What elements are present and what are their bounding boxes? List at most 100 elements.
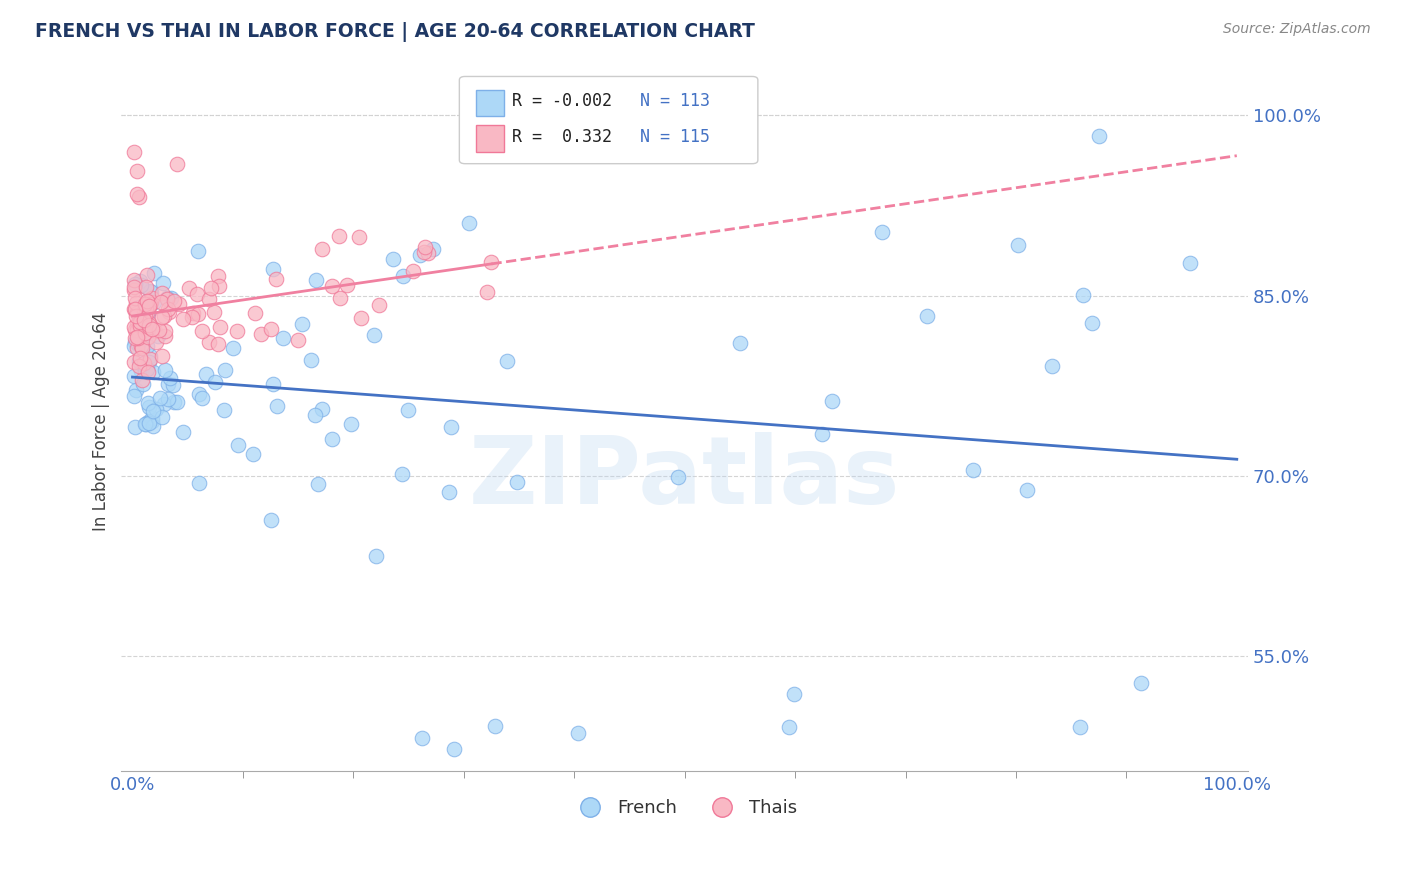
Point bbox=[134, 417, 156, 431]
Point bbox=[138, 320, 160, 334]
Point bbox=[134, 313, 156, 327]
Point bbox=[125, 309, 148, 323]
Point bbox=[129, 318, 152, 332]
Point bbox=[141, 414, 163, 428]
Point bbox=[264, 271, 287, 285]
Point bbox=[260, 322, 283, 336]
Point bbox=[129, 339, 152, 353]
Point bbox=[166, 157, 188, 171]
Point bbox=[132, 312, 155, 326]
Point bbox=[222, 341, 245, 355]
Point bbox=[271, 330, 294, 344]
Point bbox=[136, 396, 159, 410]
Point bbox=[145, 334, 167, 349]
Point bbox=[207, 337, 229, 351]
Point bbox=[666, 470, 689, 484]
Point bbox=[163, 395, 186, 409]
Point bbox=[134, 316, 156, 330]
Point bbox=[159, 371, 181, 385]
Point bbox=[124, 273, 146, 287]
Point bbox=[138, 301, 160, 315]
Point bbox=[124, 339, 146, 353]
Point bbox=[1178, 256, 1201, 270]
Point bbox=[139, 349, 162, 363]
Point bbox=[810, 427, 832, 442]
Point bbox=[136, 361, 159, 376]
Point bbox=[198, 292, 221, 306]
Point bbox=[475, 285, 498, 299]
Point bbox=[381, 252, 404, 267]
Point bbox=[311, 401, 333, 416]
Point bbox=[142, 294, 165, 309]
Point bbox=[134, 314, 156, 328]
Legend: French, Thais: French, Thais bbox=[565, 792, 804, 824]
Point bbox=[131, 341, 153, 355]
Point bbox=[443, 742, 465, 756]
Point bbox=[135, 280, 157, 294]
Point bbox=[122, 319, 145, 334]
Point bbox=[152, 276, 174, 290]
Point bbox=[1087, 128, 1109, 143]
Point bbox=[128, 315, 150, 329]
Point bbox=[127, 164, 149, 178]
Point bbox=[437, 485, 460, 500]
Point bbox=[125, 187, 148, 202]
Point bbox=[418, 246, 440, 260]
Point bbox=[127, 331, 149, 345]
Point bbox=[153, 324, 176, 338]
Point bbox=[187, 387, 209, 401]
Point bbox=[391, 467, 413, 482]
Point bbox=[1071, 288, 1094, 302]
Point bbox=[124, 419, 146, 434]
Point bbox=[122, 280, 145, 294]
Point bbox=[128, 190, 150, 204]
Point bbox=[291, 317, 314, 331]
Point bbox=[125, 323, 148, 337]
Point bbox=[440, 420, 463, 434]
Point bbox=[142, 419, 165, 434]
Point bbox=[139, 351, 162, 366]
Point bbox=[124, 334, 146, 349]
Point bbox=[129, 318, 152, 333]
Point bbox=[391, 268, 413, 283]
Point bbox=[190, 324, 212, 338]
Point bbox=[336, 278, 359, 293]
Point bbox=[172, 425, 194, 439]
Point bbox=[506, 475, 529, 490]
Point bbox=[163, 293, 186, 308]
Point bbox=[138, 355, 160, 369]
Point bbox=[125, 341, 148, 355]
Point bbox=[152, 310, 174, 324]
Point bbox=[156, 292, 179, 306]
Point bbox=[402, 264, 425, 278]
Point bbox=[136, 330, 159, 344]
Point bbox=[484, 719, 506, 733]
Point bbox=[159, 291, 181, 305]
Point bbox=[128, 359, 150, 374]
FancyBboxPatch shape bbox=[477, 90, 505, 116]
Point bbox=[1007, 238, 1029, 252]
Point bbox=[368, 298, 391, 312]
Point bbox=[172, 312, 194, 326]
Text: R =  0.332: R = 0.332 bbox=[512, 128, 612, 146]
Point bbox=[132, 377, 155, 392]
Point bbox=[138, 318, 160, 332]
Point bbox=[134, 309, 156, 323]
Point bbox=[142, 404, 165, 418]
Point bbox=[262, 261, 284, 276]
Point bbox=[321, 278, 343, 293]
Text: Source: ZipAtlas.com: Source: ZipAtlas.com bbox=[1223, 22, 1371, 37]
Point bbox=[783, 687, 806, 701]
Text: ZIPatlas: ZIPatlas bbox=[470, 432, 900, 524]
Point bbox=[122, 145, 145, 159]
Point bbox=[156, 392, 179, 407]
Point bbox=[145, 402, 167, 417]
Point bbox=[136, 295, 159, 310]
Point bbox=[129, 364, 152, 378]
Point bbox=[131, 278, 153, 293]
Point bbox=[138, 316, 160, 330]
Point bbox=[135, 322, 157, 336]
Point bbox=[156, 301, 179, 316]
Point bbox=[139, 285, 162, 300]
Point bbox=[138, 297, 160, 311]
